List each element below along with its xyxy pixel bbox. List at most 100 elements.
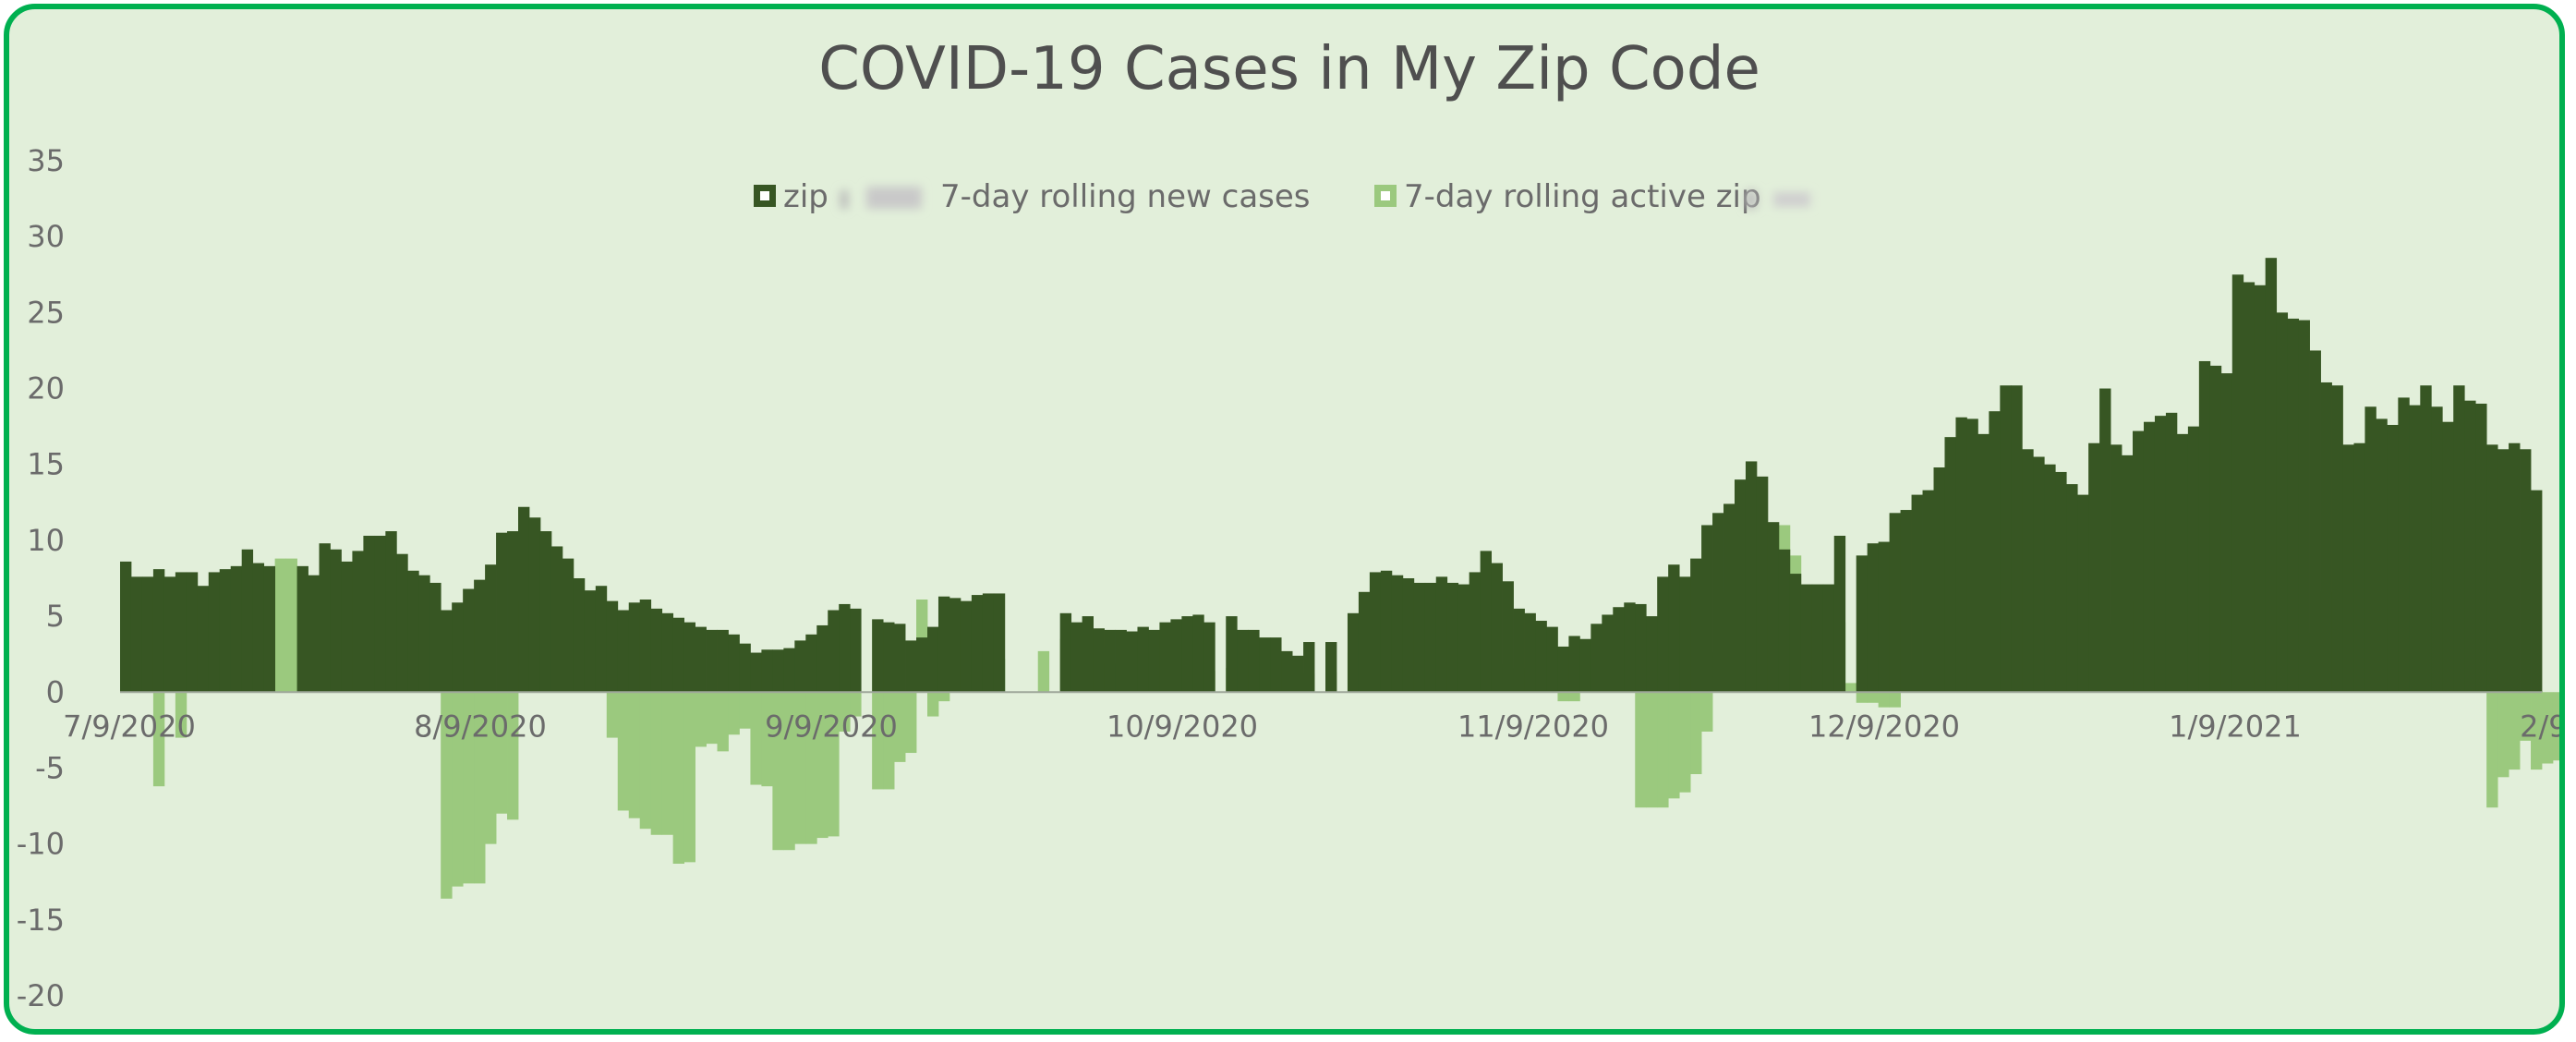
bar-active bbox=[672, 692, 684, 864]
bar-active bbox=[463, 692, 475, 884]
bar-active bbox=[905, 692, 917, 754]
bar-new-cases bbox=[1646, 616, 1658, 693]
bar-new-cases bbox=[1756, 476, 1769, 693]
bar-new-cases bbox=[916, 637, 928, 693]
bar-new-cases bbox=[2520, 449, 2532, 693]
bar-new-cases bbox=[937, 596, 950, 693]
bar-new-cases bbox=[2122, 454, 2134, 693]
bar-new-cases bbox=[507, 531, 519, 693]
bar-active bbox=[441, 692, 453, 899]
bar-new-cases bbox=[2231, 274, 2244, 693]
bar-new-cases bbox=[463, 588, 475, 693]
bar-active bbox=[628, 692, 641, 818]
bar-new-cases bbox=[252, 563, 265, 693]
bar-new-cases bbox=[1613, 607, 1625, 693]
bar-new-cases bbox=[2509, 442, 2521, 693]
bar-new-cases bbox=[152, 569, 165, 693]
bar-new-cases bbox=[208, 572, 221, 693]
bar-new-cases bbox=[1878, 541, 1891, 693]
bar-new-cases bbox=[2198, 360, 2211, 693]
bar-new-cases bbox=[1203, 622, 1215, 693]
y-tick-label: -20 bbox=[17, 978, 65, 1013]
bar-active bbox=[1668, 692, 1680, 799]
bar-active bbox=[1878, 692, 1891, 708]
bar-active bbox=[1557, 692, 1569, 702]
bar-new-cases bbox=[1966, 418, 1978, 693]
series-new-cases-bars bbox=[120, 258, 2543, 693]
bar-new-cases bbox=[1944, 437, 1956, 693]
bar-active bbox=[750, 692, 762, 785]
bar-new-cases bbox=[485, 564, 497, 693]
x-tick-label: 9/9/2020 bbox=[765, 709, 898, 744]
bar-new-cases bbox=[341, 561, 353, 693]
bar-new-cases bbox=[141, 576, 154, 693]
bar-new-cases bbox=[418, 575, 430, 693]
y-tick-label: 30 bbox=[27, 219, 65, 254]
bar-new-cases bbox=[197, 586, 210, 693]
bar-new-cases bbox=[1270, 637, 1282, 693]
bar-new-cases bbox=[1093, 628, 1105, 693]
bar-new-cases bbox=[1889, 513, 1901, 693]
bar-new-cases bbox=[1557, 646, 1569, 693]
bar-new-cases bbox=[518, 506, 530, 693]
bar-new-cases bbox=[1701, 525, 1713, 693]
bar-new-cases bbox=[2364, 406, 2376, 693]
bar-new-cases bbox=[2099, 388, 2111, 693]
bar-active bbox=[2497, 692, 2509, 778]
bar-active bbox=[2486, 692, 2498, 808]
bar-active bbox=[872, 692, 884, 790]
bar-new-cases bbox=[1579, 638, 1591, 693]
bar-new-cases bbox=[1745, 461, 1758, 693]
bar-new-cases bbox=[982, 593, 995, 693]
bar-new-cases bbox=[2420, 385, 2432, 693]
bar-active bbox=[883, 692, 895, 790]
bar-new-cases bbox=[2066, 484, 2078, 693]
bar-active bbox=[805, 692, 817, 844]
bar-active bbox=[2542, 692, 2554, 764]
bar-new-cases bbox=[308, 575, 320, 693]
bar-active bbox=[2520, 692, 2532, 741]
x-tick-label: 1/9/2021 bbox=[2169, 709, 2302, 744]
bar-new-cases bbox=[805, 634, 817, 693]
redacted-zip-mark bbox=[841, 187, 922, 209]
bar-new-cases bbox=[1159, 622, 1171, 693]
y-tick-label: 0 bbox=[46, 674, 65, 709]
legend-label-new-cases: 7-day rolling new cases bbox=[940, 178, 1311, 215]
bar-new-cases bbox=[993, 593, 1006, 693]
bar-new-cases bbox=[2331, 385, 2343, 693]
bar-active bbox=[1037, 650, 1050, 693]
bar-new-cases bbox=[120, 561, 132, 693]
bar-new-cases bbox=[2464, 400, 2476, 693]
bar-new-cases bbox=[1259, 637, 1271, 693]
legend: zip 7-day rolling new cases 7-day rollin… bbox=[754, 178, 1810, 215]
bar-new-cases bbox=[1137, 626, 1149, 693]
chart-svg: COVID-19 Cases in My Zip Code zip 7-day … bbox=[17, 35, 2565, 1013]
bar-new-cases bbox=[617, 610, 630, 693]
bar-new-cases bbox=[1833, 535, 1846, 693]
bar-new-cases bbox=[1933, 467, 1945, 693]
x-tick-label: 2/9/2021 bbox=[2520, 709, 2565, 744]
bar-new-cases bbox=[1900, 510, 1912, 693]
bar-new-cases bbox=[1148, 629, 1160, 693]
bar-new-cases bbox=[2276, 312, 2289, 693]
bar-new-cases bbox=[706, 629, 718, 693]
bar-new-cases bbox=[1735, 479, 1747, 693]
bar-new-cases bbox=[2497, 449, 2509, 693]
bar-new-cases bbox=[1469, 572, 1482, 693]
bar-new-cases bbox=[130, 576, 143, 693]
bar-new-cases bbox=[2055, 471, 2067, 693]
bar-active bbox=[2564, 692, 2565, 760]
bar-new-cases bbox=[2133, 430, 2145, 693]
bar-new-cases bbox=[584, 590, 597, 693]
bar-active bbox=[496, 692, 508, 814]
chart-title: COVID-19 Cases in My Zip Code bbox=[818, 35, 1760, 103]
bar-new-cases bbox=[363, 535, 375, 693]
bar-active bbox=[695, 692, 707, 747]
bar-new-cases bbox=[407, 570, 419, 693]
bar-new-cases bbox=[650, 608, 663, 693]
bar-new-cases bbox=[1059, 612, 1072, 693]
bar-active bbox=[152, 692, 165, 787]
bar-new-cases bbox=[1568, 636, 1580, 693]
bar-new-cases bbox=[1657, 576, 1669, 693]
bar-new-cases bbox=[319, 543, 331, 693]
